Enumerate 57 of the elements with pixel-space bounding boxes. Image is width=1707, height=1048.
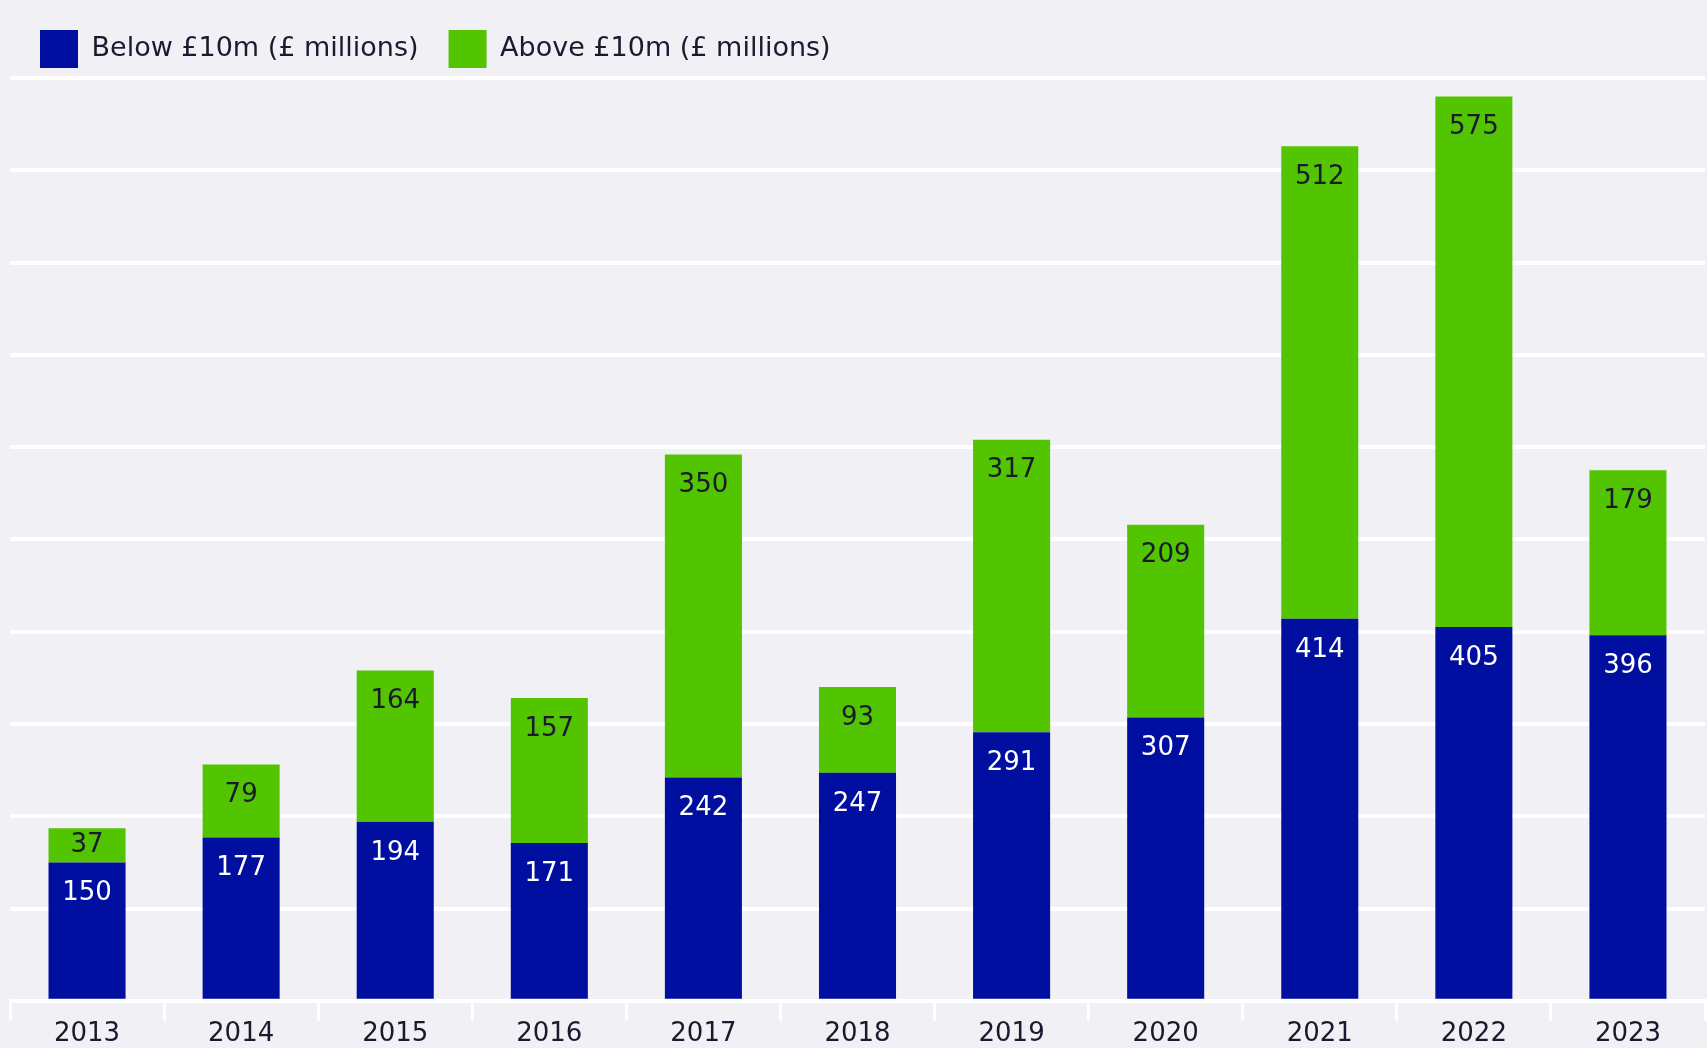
x-tick-label: 2017 — [670, 1017, 737, 1048]
data-label: 93 — [840, 700, 875, 731]
data-label: 512 — [1294, 160, 1345, 191]
legend-label: Above £10m (£ millions) — [500, 31, 831, 63]
x-tick-label: 2016 — [516, 1017, 583, 1048]
data-label: 150 — [62, 876, 112, 907]
data-label: 247 — [832, 786, 883, 817]
bar — [973, 439, 1051, 733]
x-tick-label: 2023 — [1594, 1017, 1662, 1048]
bar — [664, 454, 742, 778]
bar — [818, 772, 897, 999]
x-tick-label: 2014 — [208, 1017, 275, 1048]
bar — [202, 837, 280, 999]
data-label: 350 — [678, 468, 729, 499]
data-label: 209 — [1140, 538, 1191, 569]
data-label: 307 — [1140, 731, 1191, 762]
bar — [818, 687, 897, 773]
data-label: 575 — [1449, 110, 1499, 141]
bar — [48, 862, 126, 999]
bar — [1127, 717, 1205, 999]
bar — [973, 732, 1051, 999]
x-tick-label: 2013 — [53, 1017, 121, 1048]
x-tick-label: 2019 — [978, 1017, 1045, 1048]
bar — [1281, 618, 1359, 999]
bar — [202, 764, 280, 838]
data-label: 179 — [1603, 483, 1653, 514]
x-tick-label: 2018 — [824, 1017, 891, 1048]
bar — [664, 777, 742, 999]
bar — [1589, 470, 1667, 636]
data-label: 242 — [678, 791, 729, 822]
data-label: 414 — [1294, 632, 1345, 663]
x-tick-label: 2015 — [362, 1017, 429, 1048]
data-label: 171 — [524, 856, 575, 887]
data-label: 177 — [216, 851, 266, 882]
bar — [1127, 524, 1205, 718]
data-label: 79 — [224, 778, 258, 809]
bar — [1281, 146, 1359, 619]
x-tick-label: 2020 — [1132, 1017, 1199, 1048]
data-label: 396 — [1603, 649, 1653, 680]
x-tick-label: 2022 — [1440, 1017, 1507, 1048]
bar — [1589, 635, 1667, 999]
bar — [510, 698, 588, 843]
bar — [1435, 96, 1513, 628]
bar — [1435, 627, 1513, 999]
bar — [48, 828, 126, 863]
data-label: 157 — [524, 711, 575, 742]
legend-label: Below £10m (£ millions) — [91, 31, 419, 63]
data-label: 164 — [370, 684, 421, 715]
bar — [510, 843, 588, 999]
data-label: 291 — [986, 746, 1037, 777]
x-tick-label: 2021 — [1286, 1017, 1353, 1048]
data-label: 37 — [70, 828, 104, 859]
data-label: 405 — [1449, 640, 1499, 671]
data-label: 317 — [986, 453, 1037, 484]
data-label: 194 — [370, 835, 421, 866]
bar — [356, 670, 434, 822]
bar — [356, 821, 434, 999]
